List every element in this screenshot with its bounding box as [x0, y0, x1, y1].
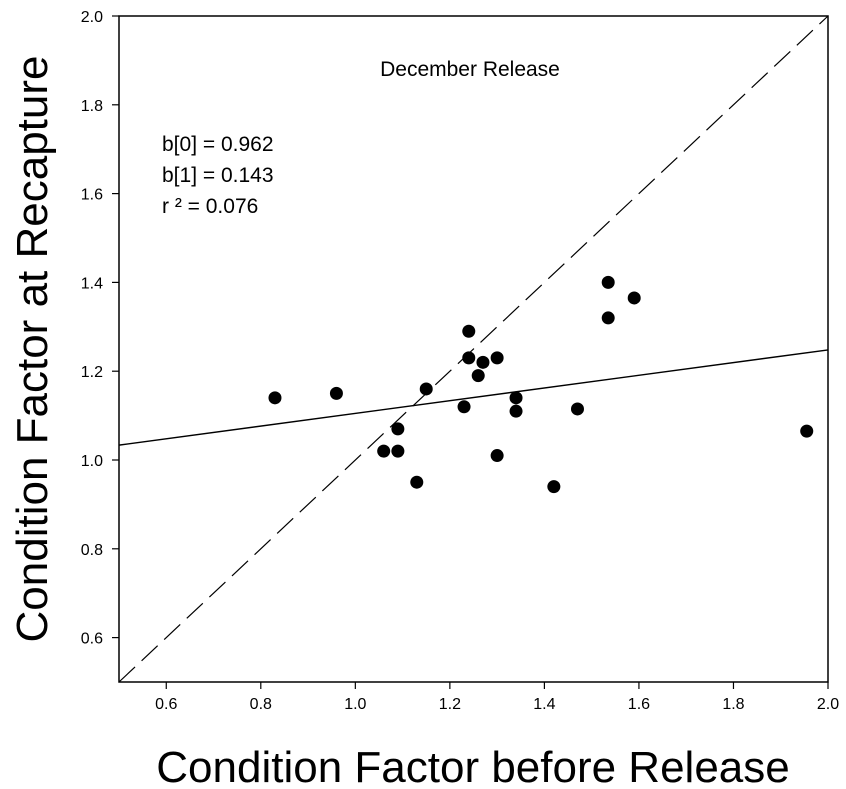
y-tick-label: 0.8 [81, 542, 103, 559]
y-tick-label: 1.4 [81, 275, 103, 292]
annotation-b0: b[0] = 0.962 [162, 133, 274, 156]
x-tick-label: 1.6 [628, 696, 650, 713]
data-point [509, 391, 523, 405]
data-point [391, 444, 405, 458]
regression-line [118, 349, 829, 446]
x-tick-label: 1.8 [722, 696, 744, 713]
y-tick-label: 1.0 [81, 453, 103, 470]
y-tick-label: 1.6 [81, 187, 103, 204]
data-point [490, 449, 504, 463]
x-tick-label: 1.2 [439, 696, 461, 713]
data-point [570, 402, 584, 416]
x-tick-label: 0.6 [155, 696, 177, 713]
one-to-one-line [118, 15, 829, 683]
annotation-b1: b[1] = 0.143 [162, 164, 274, 187]
x-tick-label: 1.4 [533, 696, 555, 713]
y-tick-label: 1.2 [81, 364, 103, 381]
x-tick-label: 2.0 [817, 696, 839, 713]
data-points [268, 275, 814, 494]
data-point [547, 480, 561, 494]
data-point [627, 291, 641, 305]
axis-ticks: 0.6 0.8 1.0 1.2 1.4 1.6 1.8 2.0 0.6 0.8 1.0 1.2 1.4 1… [81, 9, 839, 713]
x-axis-title: Condition Factor before Release [156, 743, 789, 789]
y-tick-label: 1.8 [81, 98, 103, 115]
data-point [476, 355, 490, 369]
data-point [268, 391, 282, 405]
data-point [601, 311, 615, 325]
data-point [490, 351, 504, 365]
plot-frame [118, 15, 829, 683]
y-axis-title: Condition Factor at Recapture [8, 56, 57, 643]
y-tick-label: 2.0 [81, 9, 103, 26]
x-tick-label: 0.8 [250, 696, 272, 713]
x-tick-label: 1.0 [344, 696, 366, 713]
data-point [419, 382, 433, 396]
data-point [462, 324, 476, 338]
data-point [457, 400, 471, 414]
annotation-r2: r ² = 0.076 [162, 195, 258, 218]
chart-title: December Release [380, 58, 560, 81]
data-point [462, 351, 476, 365]
chart-lines [118, 15, 829, 683]
data-point [410, 475, 424, 489]
data-point [377, 444, 391, 458]
data-point [509, 404, 523, 418]
data-point [391, 422, 405, 436]
data-point [329, 386, 343, 400]
y-tick-label: 0.6 [81, 631, 103, 648]
data-point [471, 369, 485, 383]
data-point [800, 424, 814, 438]
data-point [601, 275, 615, 289]
